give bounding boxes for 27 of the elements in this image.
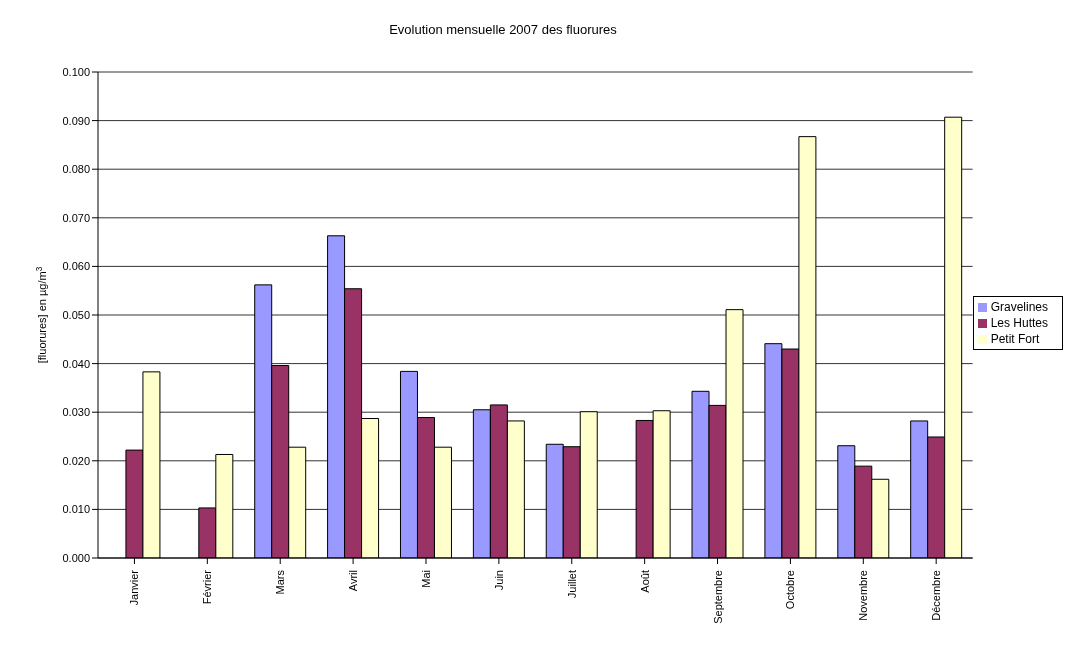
x-tick-label: Août: [638, 570, 651, 593]
chart-title: Evolution mensuelle 2007 des fluorures: [388, 22, 618, 37]
legend-label: Petit Fort: [990, 332, 1040, 346]
y-tick-label: 0.000: [62, 551, 90, 564]
y-tick-label: 0.010: [62, 503, 90, 516]
y-tick-label: 0.050: [62, 308, 90, 321]
x-tick-label: Juillet: [565, 570, 578, 599]
y-tick-label: 0.040: [62, 357, 90, 370]
x-tick-label: Octobre: [784, 570, 797, 610]
y-tick-label: 0.090: [62, 114, 90, 127]
y-tick-label: 0.100: [62, 65, 90, 78]
x-tick-label: Mai: [419, 570, 432, 588]
x-tick-label: Mars: [274, 569, 287, 595]
y-tick-label: 0.020: [62, 454, 90, 467]
y-tick-label: 0.060: [62, 260, 90, 273]
x-tick-label: Novembre: [857, 570, 870, 621]
x-tick-label: Septembre: [711, 570, 724, 624]
y-tick-label: 0.080: [62, 163, 90, 176]
legend-label: Gravelines: [990, 300, 1048, 314]
y-tick-label: 0.070: [62, 211, 90, 224]
x-tick-label: Février: [201, 569, 214, 605]
x-tick-label: Avril: [347, 570, 360, 592]
x-tick-label: Décembre: [930, 570, 943, 621]
x-tick-label: Janvier: [128, 569, 141, 606]
y-tick-label: 0.030: [62, 406, 90, 419]
x-tick-label: Juin: [492, 570, 505, 591]
legend-label: Les Huttes: [990, 316, 1048, 330]
